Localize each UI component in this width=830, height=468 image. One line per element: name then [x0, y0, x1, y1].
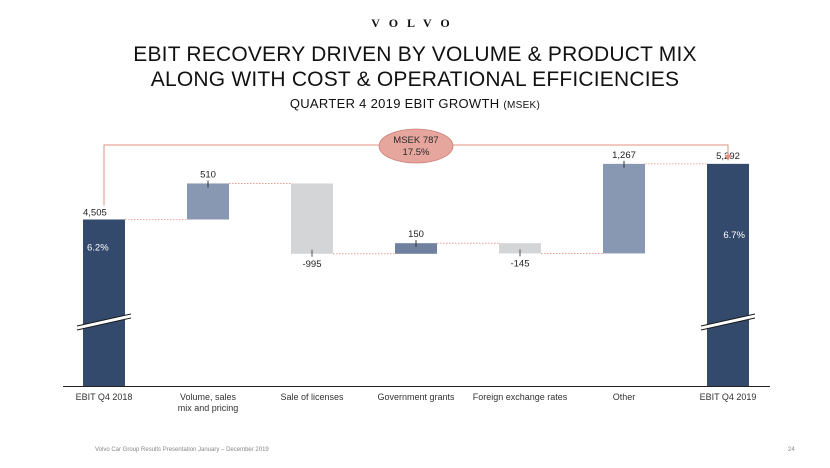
category-label: Government grants: [377, 392, 455, 402]
growth-amount: MSEK 787: [393, 135, 438, 146]
axis-break-gap: [77, 314, 131, 330]
category-label: EBIT Q4 2018: [76, 392, 133, 402]
bar-government-grants: [395, 243, 437, 254]
data-label: -995: [302, 259, 321, 270]
category-label: Foreign exchange rates: [473, 392, 568, 402]
bar-ebit-q4-2018: [83, 219, 125, 386]
bar-foreign-exchange-rates: [499, 243, 541, 254]
page-title: EBIT RECOVERY DRIVEN BY VOLUME & PRODUCT…: [0, 42, 830, 92]
growth-bubble: [378, 128, 454, 164]
page-number: 24: [788, 447, 795, 453]
margin-label: 6.2%: [87, 243, 109, 254]
category-label: Volume, sales: [180, 392, 237, 402]
category-label: EBIT Q4 2019: [700, 392, 757, 402]
data-label: 150: [408, 229, 424, 240]
data-label: -145: [510, 258, 529, 269]
subtitle-unit: (MSEK): [503, 100, 541, 111]
bar-sale-of-licenses: [291, 183, 333, 254]
category-label: Other: [613, 392, 636, 402]
axis-break-mark: [700, 317, 756, 331]
data-label: 4,505: [83, 208, 107, 219]
axis-break-gap: [701, 314, 755, 330]
bar-volume-sales-mix-and-pricing: [187, 183, 229, 220]
bar-other: [603, 163, 645, 254]
axis-break-mark: [76, 317, 132, 331]
growth-percent: 17.5%: [403, 147, 430, 158]
margin-label: 6.7%: [723, 230, 745, 241]
category-label: Sale of licenses: [280, 392, 344, 402]
bar-ebit-q4-2019: [707, 163, 749, 386]
axis-break-mark: [700, 313, 756, 327]
category-label: mix and pricing: [178, 403, 239, 413]
title-line-2: ALONG WITH COST & OPERATIONAL EFFICIENCI…: [150, 68, 680, 91]
data-label: 1,267: [612, 150, 636, 161]
growth-arrow-icon: [724, 154, 732, 161]
subtitle-text: QUARTER 4 2019 EBIT GROWTH: [289, 96, 500, 111]
axis-break-mark: [76, 313, 132, 327]
volvo-logo: VOLVO: [371, 16, 459, 30]
footer-text: Volvo Car Group Results Presentation Jan…: [95, 447, 269, 453]
title-line-1: EBIT RECOVERY DRIVEN BY VOLUME & PRODUCT…: [133, 43, 697, 66]
chart-subtitle: QUARTER 4 2019 EBIT GROWTH (MSEK): [0, 96, 830, 111]
data-label: 510: [200, 169, 216, 180]
